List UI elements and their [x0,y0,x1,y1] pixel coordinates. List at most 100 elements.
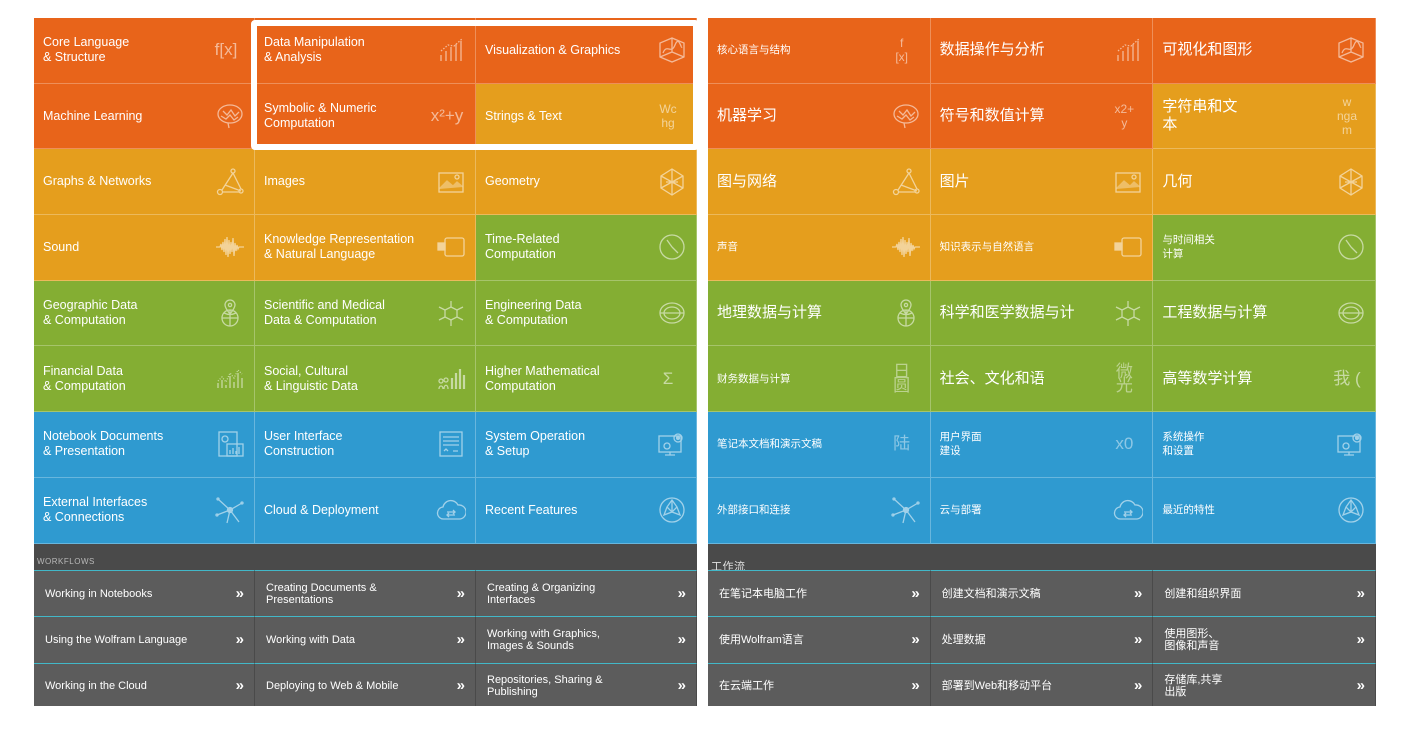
category-label: 外部接口和连接 [717,504,791,517]
category-tile-15[interactable]: Engineering Data & Computation [476,280,697,347]
brain-icon [890,100,922,132]
category-tile-19[interactable]: 笔记本文档和演示文稿 陆 [708,412,931,478]
equation-icon: x²+y [430,106,464,126]
category-tile-13[interactable]: Geographic Data & Computation [34,280,255,347]
workflow-link-9[interactable]: Repositories, Sharing & Publishing » [476,662,697,706]
brain-icon [214,100,246,132]
chevron-right-icon: » [235,584,244,602]
category-tile-20[interactable]: 用户界面 建设 x0 [930,412,1154,478]
category-label: Financial Data & Computation [43,363,126,393]
workflow-link-6[interactable]: Working with Graphics, Images & Sounds » [476,616,697,663]
ui-panel-icon [435,428,467,460]
category-label: Sound [43,239,80,254]
category-tile-6[interactable]: Strings & Text Wc hg [476,83,697,150]
category-tile-11[interactable]: Knowledge Representation & Natural Langu… [255,215,476,281]
category-tile-14[interactable]: Scientific and Medical Data & Computatio… [255,280,476,347]
workflow-link-9[interactable]: 存储库,共享 出版 » [1153,662,1376,706]
category-label: 核心语言与结构 [717,44,791,57]
workflow-link-2[interactable]: 创建文档和演示文稿 » [930,570,1154,617]
spikey-icon [1335,494,1367,526]
category-tile-22[interactable]: External Interfaces & Connections [34,477,255,544]
category-label: 社会、文化和语 [939,369,1045,387]
category-tile-9[interactable]: 几何 [1153,149,1376,216]
category-tile-7[interactable]: Graphs & Networks [34,149,255,216]
category-tile-9[interactable]: Geometry [476,149,697,216]
category-tile-24[interactable]: 最近的特性 [1153,477,1376,544]
category-tile-5[interactable]: 符号和数值计算 x2+ y [930,83,1154,150]
workflow-link-3[interactable]: Creating & Organizing Interfaces » [476,570,697,617]
category-tile-8[interactable]: 图片 [930,149,1154,216]
workflow-link-6[interactable]: 使用图形、 图像和声音 » [1153,616,1376,663]
category-tile-14[interactable]: 科学和医学数据与计 [930,280,1154,347]
category-tile-22[interactable]: 外部接口和连接 [708,477,931,544]
workflow-link-5[interactable]: 处理数据 » [930,616,1154,663]
coil-icon [656,297,688,329]
category-tile-2[interactable]: Data Manipulation & Analysis [255,18,476,84]
category-tile-21[interactable]: System Operation & Setup [476,412,697,478]
category-tile-3[interactable]: Visualization & Graphics [476,18,697,84]
category-tile-8[interactable]: Images [255,149,476,216]
workflow-link-3[interactable]: 创建和组织界面 » [1153,570,1376,617]
3d-plot-icon [1335,34,1367,66]
category-tile-10[interactable]: 声音 [708,215,931,281]
category-tile-4[interactable]: Machine Learning [34,83,255,150]
category-tile-15[interactable]: 工程数据与计算 [1153,280,1376,347]
category-tile-4[interactable]: 机器学习 [708,83,931,150]
clock-icon [656,231,688,263]
workflow-link-1[interactable]: Working in Notebooks » [34,570,255,617]
category-label: 图与网络 [717,172,778,190]
category-tile-16[interactable]: Financial Data & Computation [34,346,255,413]
category-label: External Interfaces & Connections [43,495,148,525]
category-tile-21[interactable]: 系统操作 和设置 [1153,412,1376,478]
category-tile-11[interactable]: 知识表示与自然语言 [930,215,1154,281]
category-tile-12[interactable]: Time-Related Computation [476,215,697,281]
workflow-link-2[interactable]: Creating Documents & Presentations » [255,570,476,617]
category-tile-13[interactable]: 地理数据与计算 [708,280,931,347]
bar-chart-icon [435,34,467,66]
category-tile-6[interactable]: 字符串和文 本 w nga m [1153,83,1376,150]
category-tile-18[interactable]: Higher Mathematical Computation Σ [476,346,697,413]
category-label: Social, Cultural & Linguistic Data [264,363,358,393]
workflow-link-4[interactable]: Using the Wolfram Language » [34,616,255,663]
workflow-link-1[interactable]: 在笔记本电脑工作 » [708,570,931,617]
workflows-heading-zh: 工作流 [711,561,746,573]
category-tile-24[interactable]: Recent Features [476,477,697,544]
category-label: 最近的特性 [1162,504,1215,517]
category-label: 系统操作 和设置 [1162,431,1205,458]
workflow-label: 处理数据 [941,633,986,646]
category-label: Knowledge Representation & Natural Langu… [264,232,415,262]
category-tile-17[interactable]: 社会、文化和语 微 光 [930,346,1154,413]
sum-icon: 我 ( [1333,368,1361,388]
category-tile-23[interactable]: 云与部署 [930,477,1154,544]
workflow-label: 创建和组织界面 [1164,587,1242,600]
category-tile-3[interactable]: 可视化和图形 [1153,18,1376,84]
image-icon [435,166,467,198]
category-tile-20[interactable]: User Interface Construction [255,412,476,478]
category-tile-17[interactable]: Social, Cultural & Linguistic Data [255,346,476,413]
category-tile-12[interactable]: 与时间相关 计算 [1153,215,1376,281]
workflow-link-8[interactable]: Deploying to Web & Mobile » [255,662,476,706]
category-tile-23[interactable]: Cloud & Deployment [255,477,476,544]
category-tile-2[interactable]: 数据操作与分析 [930,18,1154,84]
category-tile-10[interactable]: Sound [34,215,255,281]
category-tile-1[interactable]: Core Language & Structure f[x] [34,18,255,84]
equation-icon: x2+ y [1114,102,1135,131]
category-tile-7[interactable]: 图与网络 [708,149,931,216]
category-tile-18[interactable]: 高等数学计算 我 ( [1153,346,1376,413]
people-chart-icon [435,363,467,395]
category-tile-1[interactable]: 核心语言与结构 f [x] [708,18,931,84]
workflow-link-5[interactable]: Working with Data » [255,616,476,663]
category-label: 机器学习 [717,107,778,125]
category-tile-19[interactable]: Notebook Documents & Presentation [34,412,255,478]
workflow-link-7[interactable]: Working in the Cloud » [34,662,255,706]
workflow-link-4[interactable]: 使用Wolfram语言 » [708,616,931,663]
category-label: 字符串和文 本 [1162,98,1238,134]
english-workflow-grid: Working in Notebooks» Creating Documents … [34,570,697,706]
workflow-link-8[interactable]: 部署到Web和移动平台 » [930,662,1154,706]
category-tile-16[interactable]: 财务数据与计算 日 圆 [708,346,931,413]
category-tile-5[interactable]: Symbolic & Numeric Computation x²+y [255,83,476,150]
category-label: Higher Mathematical Computation [485,363,600,393]
chevron-right-icon: » [1356,584,1365,602]
workflow-link-7[interactable]: 在云端工作 » [708,662,931,706]
people-chart-icon: 微 光 [1115,361,1133,395]
